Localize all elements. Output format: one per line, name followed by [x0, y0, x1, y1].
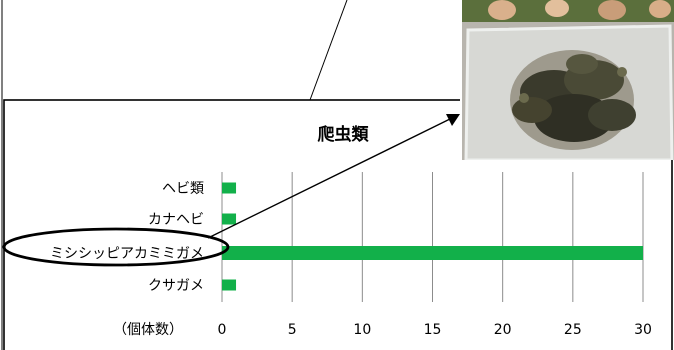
bar-3: [222, 279, 237, 291]
highlight-ellipse: [2, 227, 230, 267]
x-tick-0: 0: [218, 322, 227, 338]
category-label-2: ミシシッピアカミミガメ: [50, 246, 204, 262]
x-tick-4: 20: [494, 322, 512, 338]
pointer-arrow-line: [207, 117, 453, 239]
bar-2: [222, 246, 643, 260]
category-label-3: クサガメ: [148, 278, 204, 294]
category-label-0: ヘビ類: [162, 181, 204, 197]
category-label-1: カナヘビ: [148, 212, 204, 228]
bar-series: [222, 182, 643, 291]
x-tick-3: 15: [424, 322, 442, 338]
x-axis-label: （個体数）: [113, 322, 183, 338]
x-tick-6: 30: [634, 322, 652, 338]
x-tick-1: 5: [288, 322, 297, 338]
chart-title: 爬虫類: [318, 124, 370, 145]
bar-1: [222, 213, 237, 225]
bar-0: [222, 182, 237, 194]
x-tick-labels: 0 5 10 15 20 25 30: [218, 322, 652, 338]
pointer-arrow-head: [446, 114, 460, 126]
leader-line: [309, 0, 348, 101]
x-tick-5: 25: [564, 322, 582, 338]
x-tick-2: 10: [353, 322, 371, 338]
turtle-photo: [460, 0, 674, 160]
